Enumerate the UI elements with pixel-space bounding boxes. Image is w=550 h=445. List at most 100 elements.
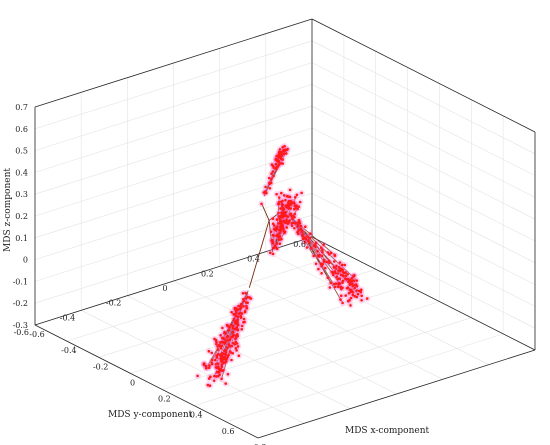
data-point xyxy=(270,178,273,181)
axis-box-edge xyxy=(34,324,259,439)
data-point xyxy=(265,191,268,195)
data-point xyxy=(280,150,283,154)
data-point xyxy=(347,292,351,295)
z-tick-label: 0 xyxy=(23,256,28,265)
data-point xyxy=(324,266,327,270)
data-point xyxy=(244,301,248,304)
y-tick-label: -0.2 xyxy=(106,299,121,308)
data-point xyxy=(275,218,279,221)
data-point xyxy=(271,233,275,237)
z-tick-label: -0.2 xyxy=(13,299,28,308)
connection-line xyxy=(221,303,244,380)
data-point xyxy=(290,224,294,228)
data-point xyxy=(220,356,223,359)
data-point xyxy=(283,230,287,234)
data-point xyxy=(234,314,237,317)
data-point xyxy=(289,213,292,216)
data-point xyxy=(296,231,299,234)
data-point xyxy=(308,236,311,240)
data-point xyxy=(338,261,342,264)
tick-labels: -0.6 -0.4 -0.2 0 0.2 0.4 0.6 0.8 -0.6 -0.4 -0.2 0 0.… xyxy=(13,103,306,445)
data-point xyxy=(343,263,347,267)
data-point xyxy=(308,232,312,235)
data-point xyxy=(215,371,219,374)
data-point xyxy=(285,152,288,155)
data-point xyxy=(355,279,359,282)
data-point xyxy=(338,267,342,270)
data-point xyxy=(242,305,245,308)
data-point xyxy=(275,192,278,196)
y-tick-label: 0.4 xyxy=(247,255,260,264)
data-point xyxy=(293,221,296,225)
data-point xyxy=(359,290,363,294)
x-axis-label: MDS x-component xyxy=(345,426,430,436)
data-point xyxy=(328,286,332,289)
data-point xyxy=(339,298,342,301)
data-point xyxy=(215,342,218,346)
y-tick-label: -0.4 xyxy=(60,313,75,322)
wall-grid-z2 xyxy=(34,62,313,151)
data-point xyxy=(305,246,309,249)
data-point xyxy=(296,221,299,224)
data-point xyxy=(310,246,313,250)
data-point xyxy=(278,196,281,199)
data-point xyxy=(285,226,289,229)
z-tick-label: 0.7 xyxy=(15,103,28,112)
data-point xyxy=(272,224,276,227)
data-point xyxy=(344,274,348,278)
data-point xyxy=(353,294,357,298)
data-point xyxy=(242,317,246,321)
data-point xyxy=(337,281,341,285)
wall-grid-z xyxy=(311,149,536,264)
connection-line xyxy=(248,220,270,288)
data-point xyxy=(234,311,238,315)
data-point xyxy=(333,285,337,289)
data-point xyxy=(293,226,296,230)
wall-grid-z2 xyxy=(34,193,313,282)
data-point xyxy=(231,324,235,328)
data-point xyxy=(285,218,288,221)
data-point xyxy=(269,230,273,233)
data-point xyxy=(297,205,301,208)
data-point xyxy=(277,211,280,215)
data-point xyxy=(223,349,226,352)
data-point xyxy=(207,349,211,353)
data-point xyxy=(262,191,266,194)
data-point xyxy=(204,364,208,368)
data-point xyxy=(298,228,301,232)
data-point xyxy=(243,309,247,313)
data-point xyxy=(284,198,287,202)
data-point xyxy=(350,279,354,283)
data-point xyxy=(317,255,321,258)
data-point xyxy=(207,377,211,380)
z-axis-label: MDS z-component xyxy=(3,168,13,252)
data-point xyxy=(277,202,280,206)
data-point xyxy=(280,200,283,204)
data-point xyxy=(329,281,333,285)
data-point xyxy=(270,172,273,175)
data-point xyxy=(273,167,277,170)
data-point xyxy=(281,209,285,212)
wall-grid-z2 xyxy=(34,127,313,217)
data-point xyxy=(223,330,226,334)
data-point xyxy=(281,212,284,215)
data-point xyxy=(341,301,344,305)
axis-box-edge xyxy=(311,18,536,133)
data-point xyxy=(320,272,323,275)
data-point xyxy=(235,308,239,312)
axis-box-edge xyxy=(34,236,313,326)
x-tick-label: 0.6 xyxy=(222,427,235,436)
data-point xyxy=(219,347,223,350)
data-point xyxy=(326,251,330,254)
data-point xyxy=(339,273,343,277)
data-point xyxy=(220,363,223,367)
data-point xyxy=(196,374,199,378)
data-point xyxy=(287,205,291,209)
data-point xyxy=(204,366,208,370)
data-point xyxy=(301,237,305,241)
data-point xyxy=(271,170,275,173)
data-point xyxy=(226,355,230,359)
data-point xyxy=(242,299,246,303)
data-point xyxy=(236,345,240,348)
data-point xyxy=(292,208,296,211)
